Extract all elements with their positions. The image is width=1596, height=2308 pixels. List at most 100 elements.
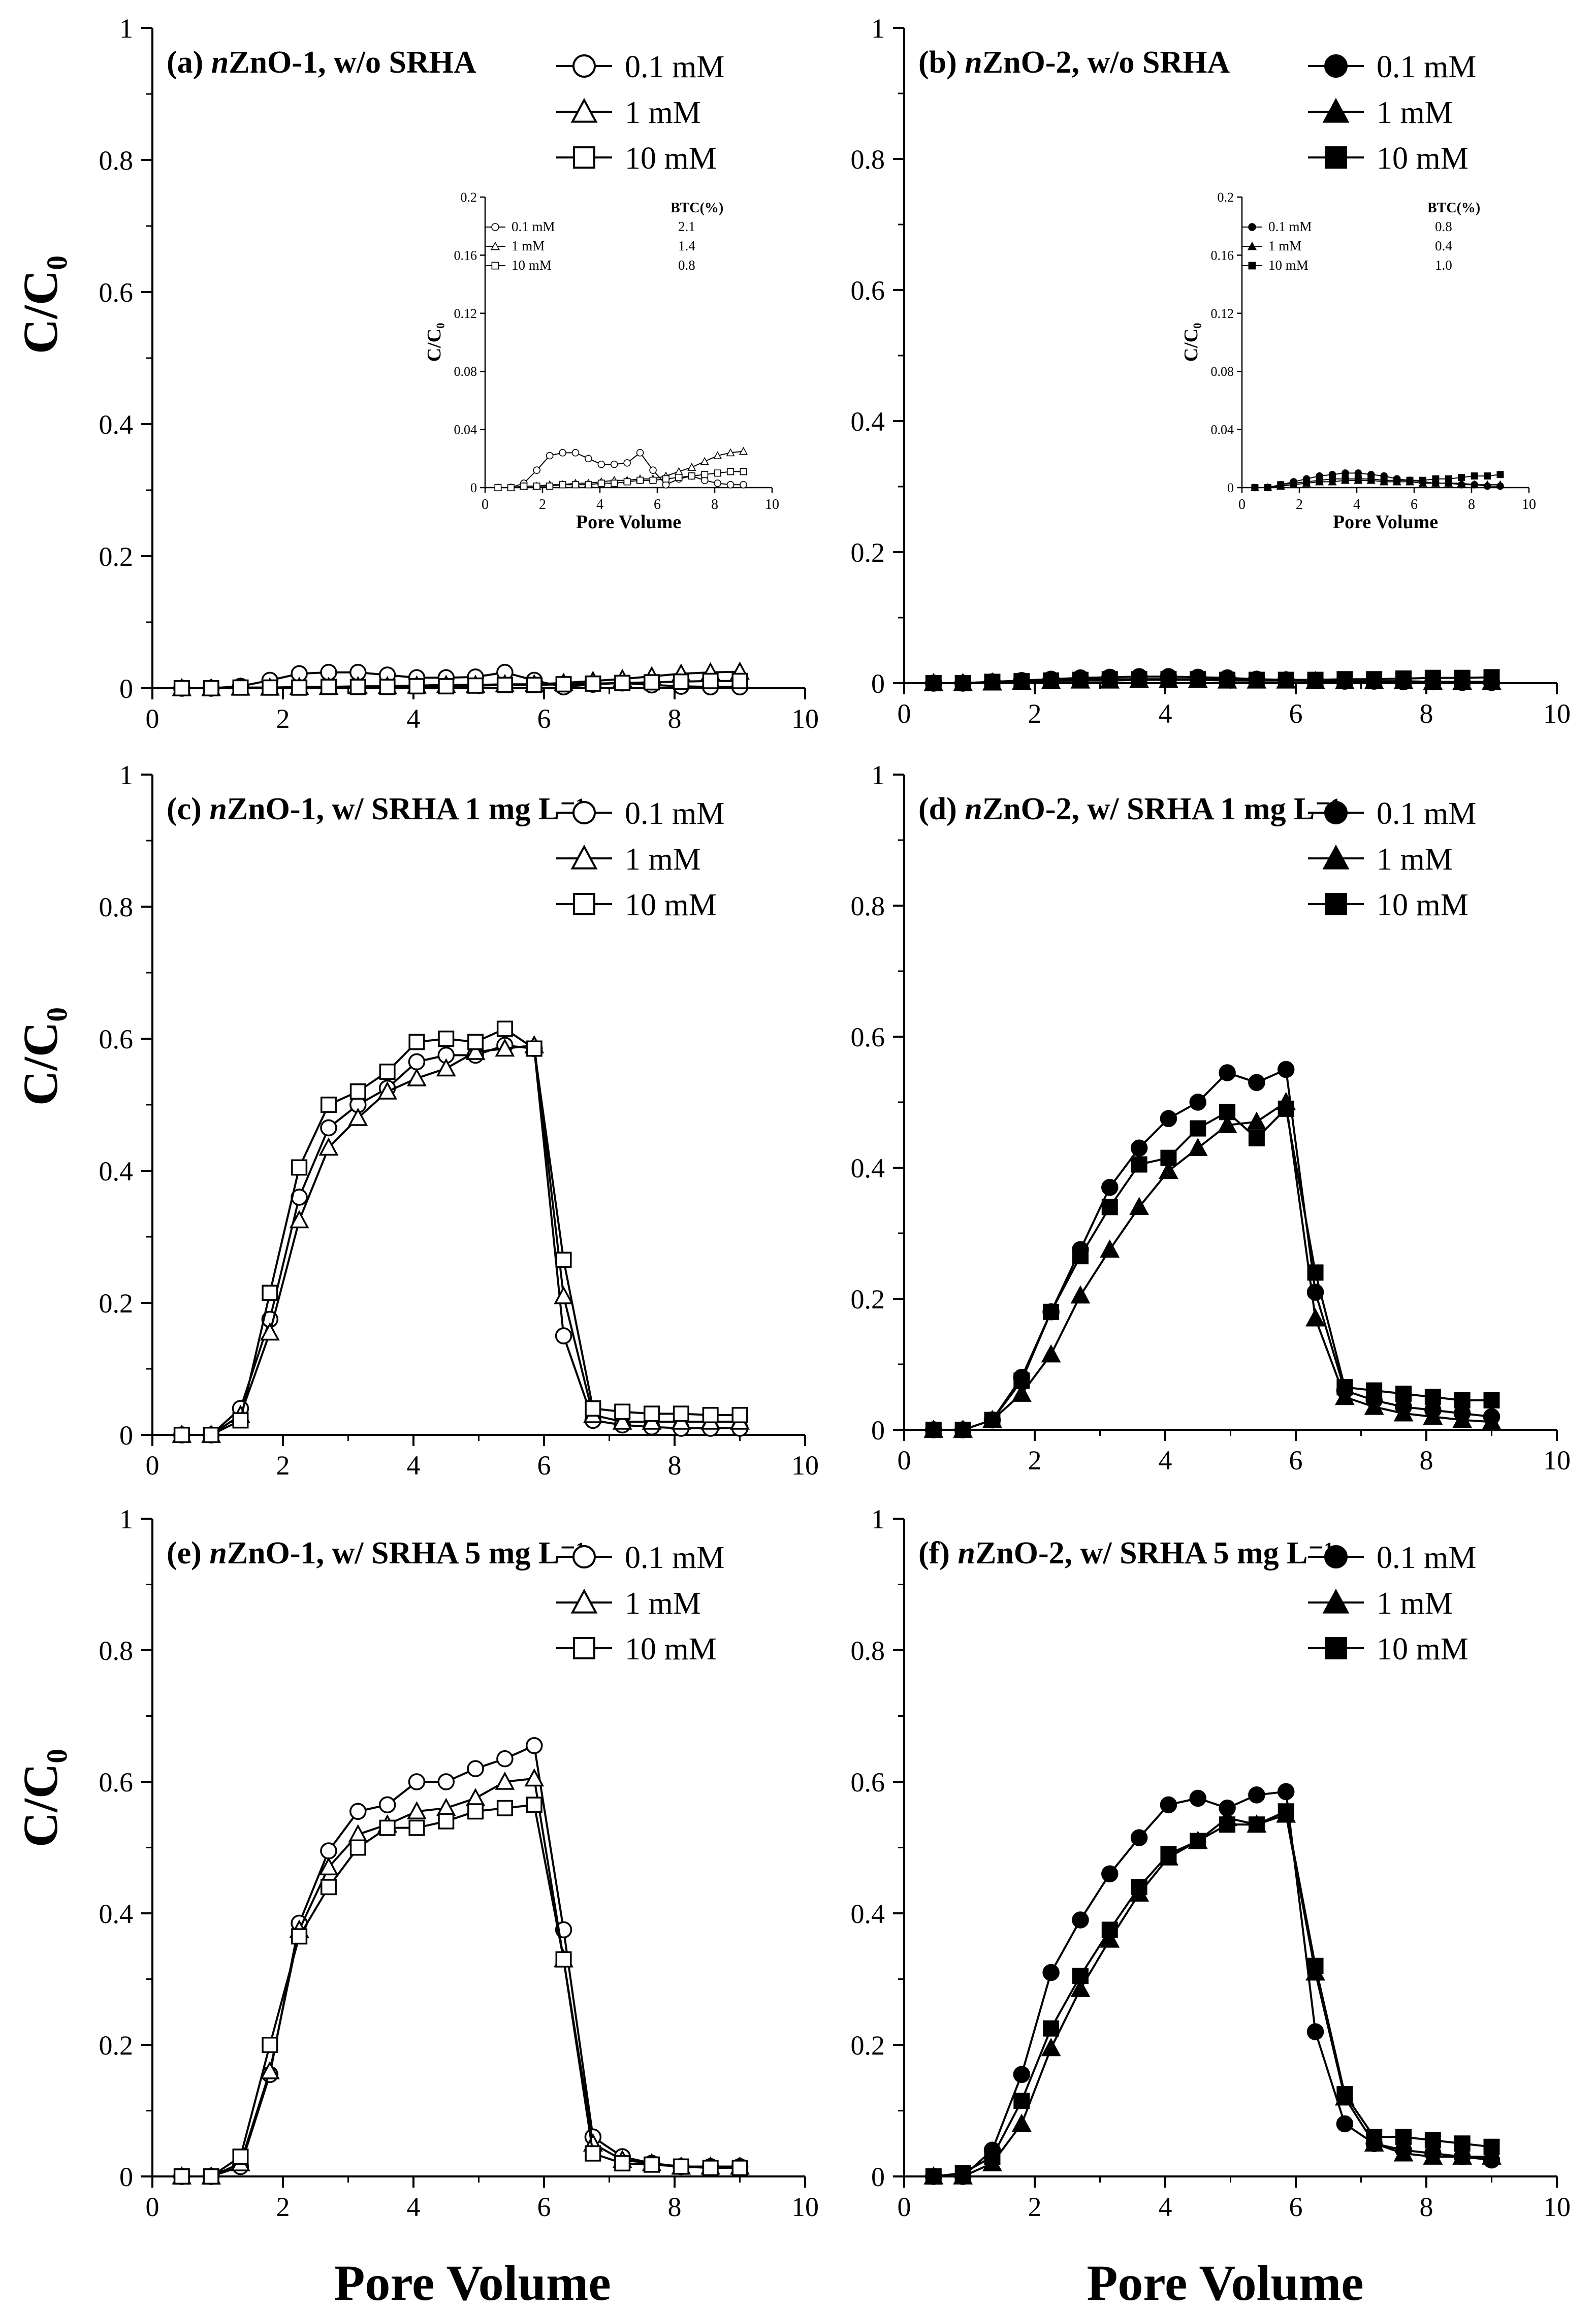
- data-point: [289, 1210, 309, 1229]
- data-point: [291, 679, 308, 696]
- y-axis-label-middle: C/C₀: [13, 1007, 68, 1106]
- legend: 0.1 mM 1 mM 10 mM: [1308, 796, 1476, 922]
- inset-legend-marker: [1248, 262, 1256, 270]
- inset-data-point: [1393, 476, 1401, 484]
- x-tick-label: 2: [276, 2192, 290, 2222]
- data-point: [318, 1857, 339, 1876]
- y-axis-label-bottom: C/C₀: [13, 1749, 68, 1847]
- inset-data-point: [623, 459, 631, 467]
- series-10-mm: [925, 1100, 1500, 1438]
- inset-data-point: [649, 466, 657, 474]
- inset-x-tick-label: 2: [1296, 497, 1303, 512]
- legend-marker: [570, 1588, 598, 1614]
- data-point: [406, 1068, 427, 1086]
- inset-data-point: [520, 483, 528, 490]
- y-tick-label: 1: [119, 13, 133, 44]
- y-tick-label: 0.4: [99, 409, 134, 440]
- data-point: [1013, 2093, 1030, 2109]
- data-point: [614, 675, 631, 691]
- y-tick-label: 0: [871, 1415, 885, 1446]
- data-point: [1160, 1846, 1177, 1863]
- chart-panel-e: 0 2 4 6 8 10 0 0.2 0.4 0.6 0.8 1 (e) nZnO-1, w/ SRHA…: [99, 1504, 819, 2222]
- series-1-mm: [172, 661, 750, 696]
- data-point: [1072, 671, 1089, 688]
- y-tick-label: 0.4: [851, 1153, 885, 1183]
- data-point: [1160, 1796, 1177, 1814]
- series-line: [181, 1744, 740, 2177]
- panel-title-text: ZnO-2, w/o SRHA: [982, 45, 1230, 80]
- data-point: [1013, 2066, 1031, 2083]
- data-point: [1011, 1383, 1032, 1402]
- inset-x-tick-label: 6: [654, 497, 661, 512]
- panel-title-italic: n: [209, 1536, 227, 1570]
- legend-marker: [1325, 893, 1347, 915]
- data-point: [232, 679, 249, 696]
- data-point: [406, 1801, 427, 1820]
- data-point: [984, 1412, 1001, 1428]
- inset-data-point: [1431, 478, 1440, 487]
- legend-label: 1 mM: [625, 842, 701, 877]
- data-point: [1334, 1387, 1355, 1405]
- inset-legend-marker: [491, 262, 499, 270]
- x-tick-label: 2: [1028, 698, 1042, 729]
- data-point: [1277, 1061, 1295, 1078]
- inset-data-point: [1483, 480, 1492, 489]
- data-point: [1189, 1789, 1206, 1807]
- panel-title-italic: n: [965, 45, 982, 80]
- data-point: [1158, 1161, 1178, 1179]
- series-1-mm: [923, 1092, 1502, 1438]
- y-tick-label: 0.8: [99, 145, 134, 176]
- data-point: [349, 1083, 366, 1100]
- data-point: [232, 2149, 249, 2165]
- data-point: [702, 672, 719, 689]
- series-line: [933, 1813, 1492, 2177]
- inset-data-point: [700, 457, 709, 465]
- inset-legend-label: 0.1 mM: [512, 219, 555, 234]
- data-point: [1482, 1412, 1502, 1430]
- data-point: [984, 2149, 1001, 2165]
- inset-data-point: [1316, 476, 1323, 484]
- inset-data-point: [1303, 478, 1311, 486]
- x-tick-label: 8: [1420, 1445, 1433, 1476]
- x-tick-label: 10: [791, 703, 819, 734]
- data-point: [1190, 671, 1206, 688]
- data-point: [348, 1824, 368, 1843]
- x-tick-label: 6: [537, 2192, 551, 2222]
- legend-label: 1 mM: [1377, 842, 1453, 877]
- x-tick-label: 0: [898, 1445, 911, 1476]
- legend: 0.1 mM 1 mM 10 mM: [556, 796, 724, 922]
- inset-data-point: [1354, 475, 1362, 483]
- data-point: [320, 1842, 337, 1860]
- inset-data-point: [713, 451, 722, 459]
- data-point: [438, 678, 455, 695]
- data-point: [467, 677, 484, 694]
- y-tick-label: 1: [119, 760, 133, 790]
- inset-legend-marker: [490, 241, 500, 250]
- inset-data-point: [727, 468, 735, 475]
- data-point: [1366, 671, 1383, 688]
- data-point: [262, 679, 278, 696]
- inset-table-header: BTC(%): [671, 200, 723, 216]
- data-point: [262, 2037, 278, 2053]
- panel-title-label: (c): [167, 792, 209, 826]
- data-point: [1454, 1392, 1471, 1408]
- data-point: [1307, 1958, 1324, 1974]
- x-tick-label: 10: [1543, 698, 1571, 729]
- inset-y-tick-label: 0.04: [454, 423, 477, 437]
- series-line: [181, 1804, 740, 2177]
- data-point: [1041, 2038, 1061, 2057]
- data-point: [1129, 1197, 1150, 1215]
- data-point: [1452, 2146, 1473, 2165]
- series-line: [933, 1790, 1492, 2177]
- legend-label: 10 mM: [625, 1632, 717, 1666]
- inset-data-point: [1470, 480, 1479, 489]
- data-point: [1219, 1064, 1236, 1081]
- x-tick-label: 4: [1159, 698, 1172, 729]
- data-point: [1101, 1865, 1119, 1883]
- legend-label: 10 mM: [1377, 141, 1469, 176]
- legend: 0.1 mM 1 mM 10 mM: [1308, 50, 1476, 176]
- data-point: [262, 1285, 278, 1301]
- x-tick-label: 8: [668, 2192, 682, 2222]
- inset-series: [1251, 471, 1504, 491]
- inset-series: [494, 449, 747, 492]
